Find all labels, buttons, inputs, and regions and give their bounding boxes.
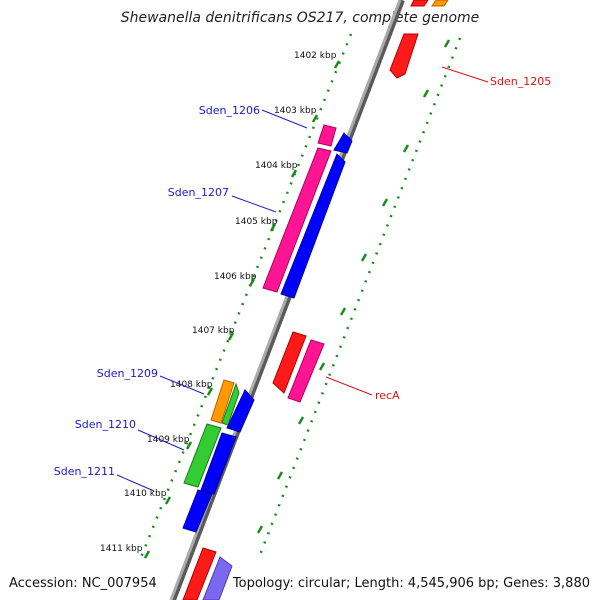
gene-top-red-feature[interactable] xyxy=(410,0,429,7)
tick-label: 1411 kbp xyxy=(100,544,143,554)
tick-label: 1402 kbp xyxy=(294,51,337,61)
gene-label-sden-1210[interactable]: Sden_1210 xyxy=(75,418,136,431)
leader-line xyxy=(159,375,205,395)
gene-label-sden-1211[interactable]: Sden_1211 xyxy=(54,465,115,478)
ruler-tick xyxy=(269,223,277,232)
genome-backbone-shadow xyxy=(170,0,405,600)
ruler-tick xyxy=(339,307,347,316)
gene-sden-1210-reverse-feature[interactable] xyxy=(200,432,237,495)
tick-label: 1407 kbp xyxy=(192,326,235,336)
tick-label: 1406 kbp xyxy=(214,272,257,282)
ruler-tick xyxy=(248,278,256,287)
gene-sden-1206-feature[interactable] xyxy=(317,124,337,147)
gene-sden-1205-feature[interactable] xyxy=(389,33,419,79)
tick-label: 1410 kbp xyxy=(124,489,167,499)
gene-sden-1206-reverse-feature[interactable] xyxy=(333,132,353,154)
ruler-tick xyxy=(164,496,172,505)
ruler-tick xyxy=(443,39,451,48)
gene-label-reca[interactable]: recA xyxy=(375,389,400,402)
leader-line xyxy=(137,429,185,451)
leader-line xyxy=(116,474,155,492)
genome-summary-text: Topology: circular; Length: 4,545,906 bp… xyxy=(232,576,590,591)
leader-line xyxy=(325,376,373,396)
ruler-tick xyxy=(311,114,319,123)
gene-reca-feature[interactable] xyxy=(287,339,325,403)
ruler-tick xyxy=(297,416,305,425)
ruler-tick xyxy=(256,525,264,534)
ruler-tick xyxy=(290,169,298,178)
gene-sden-1211-feature[interactable] xyxy=(182,489,213,533)
ruler-tick xyxy=(206,387,214,396)
gene-bottom-violet-feature[interactable] xyxy=(202,556,233,600)
tick-label: 1409 kbp xyxy=(147,435,190,445)
gene-reca-red-feature[interactable] xyxy=(272,331,307,394)
accession-text: Accession: NC_007954 xyxy=(9,576,157,591)
gene-label-sden-1206[interactable]: Sden_1206 xyxy=(199,104,260,117)
ruler-tick xyxy=(360,253,368,262)
gene-sden-1207-feature[interactable] xyxy=(262,147,332,293)
ruler-tick xyxy=(333,60,341,69)
tick-label: 1408 kbp xyxy=(170,380,213,390)
ruler-tick xyxy=(276,471,284,480)
tick-label: 1403 kbp xyxy=(274,106,317,116)
gene-bottom-red-feature[interactable] xyxy=(182,547,217,600)
ruler-tick xyxy=(318,362,326,371)
gene-top-orange-feature[interactable] xyxy=(431,0,449,7)
gene-sden-1209-reverse-feature[interactable] xyxy=(226,389,255,433)
tick-label: 1405 kbp xyxy=(235,217,278,227)
inner-ruler-ticks xyxy=(256,39,451,534)
gene-label-sden-1207[interactable]: Sden_1207 xyxy=(168,186,229,199)
ruler-tick xyxy=(402,144,410,153)
gene-sden-1210-feature[interactable] xyxy=(183,423,222,488)
ruler-tick xyxy=(422,89,430,98)
gene-label-sden-1209[interactable]: Sden_1209 xyxy=(97,367,158,380)
gene-sden-1209-orange-feature[interactable] xyxy=(210,379,235,424)
ruler-tick xyxy=(143,550,151,559)
tick-label: 1404 kbp xyxy=(255,161,298,171)
ruler-tick xyxy=(185,441,193,450)
ruler-tick xyxy=(381,198,389,207)
ruler-ticks xyxy=(143,60,341,559)
leader-line xyxy=(261,109,308,129)
gene-sden-1207-reverse-feature[interactable] xyxy=(280,153,346,299)
gene-label-sden-1205[interactable]: Sden_1205 xyxy=(490,75,551,88)
leader-line xyxy=(441,66,489,83)
leader-line xyxy=(231,195,277,213)
page-title: Shewanella denitrificans OS217, complete… xyxy=(121,10,480,26)
ruler-tick xyxy=(227,332,235,341)
